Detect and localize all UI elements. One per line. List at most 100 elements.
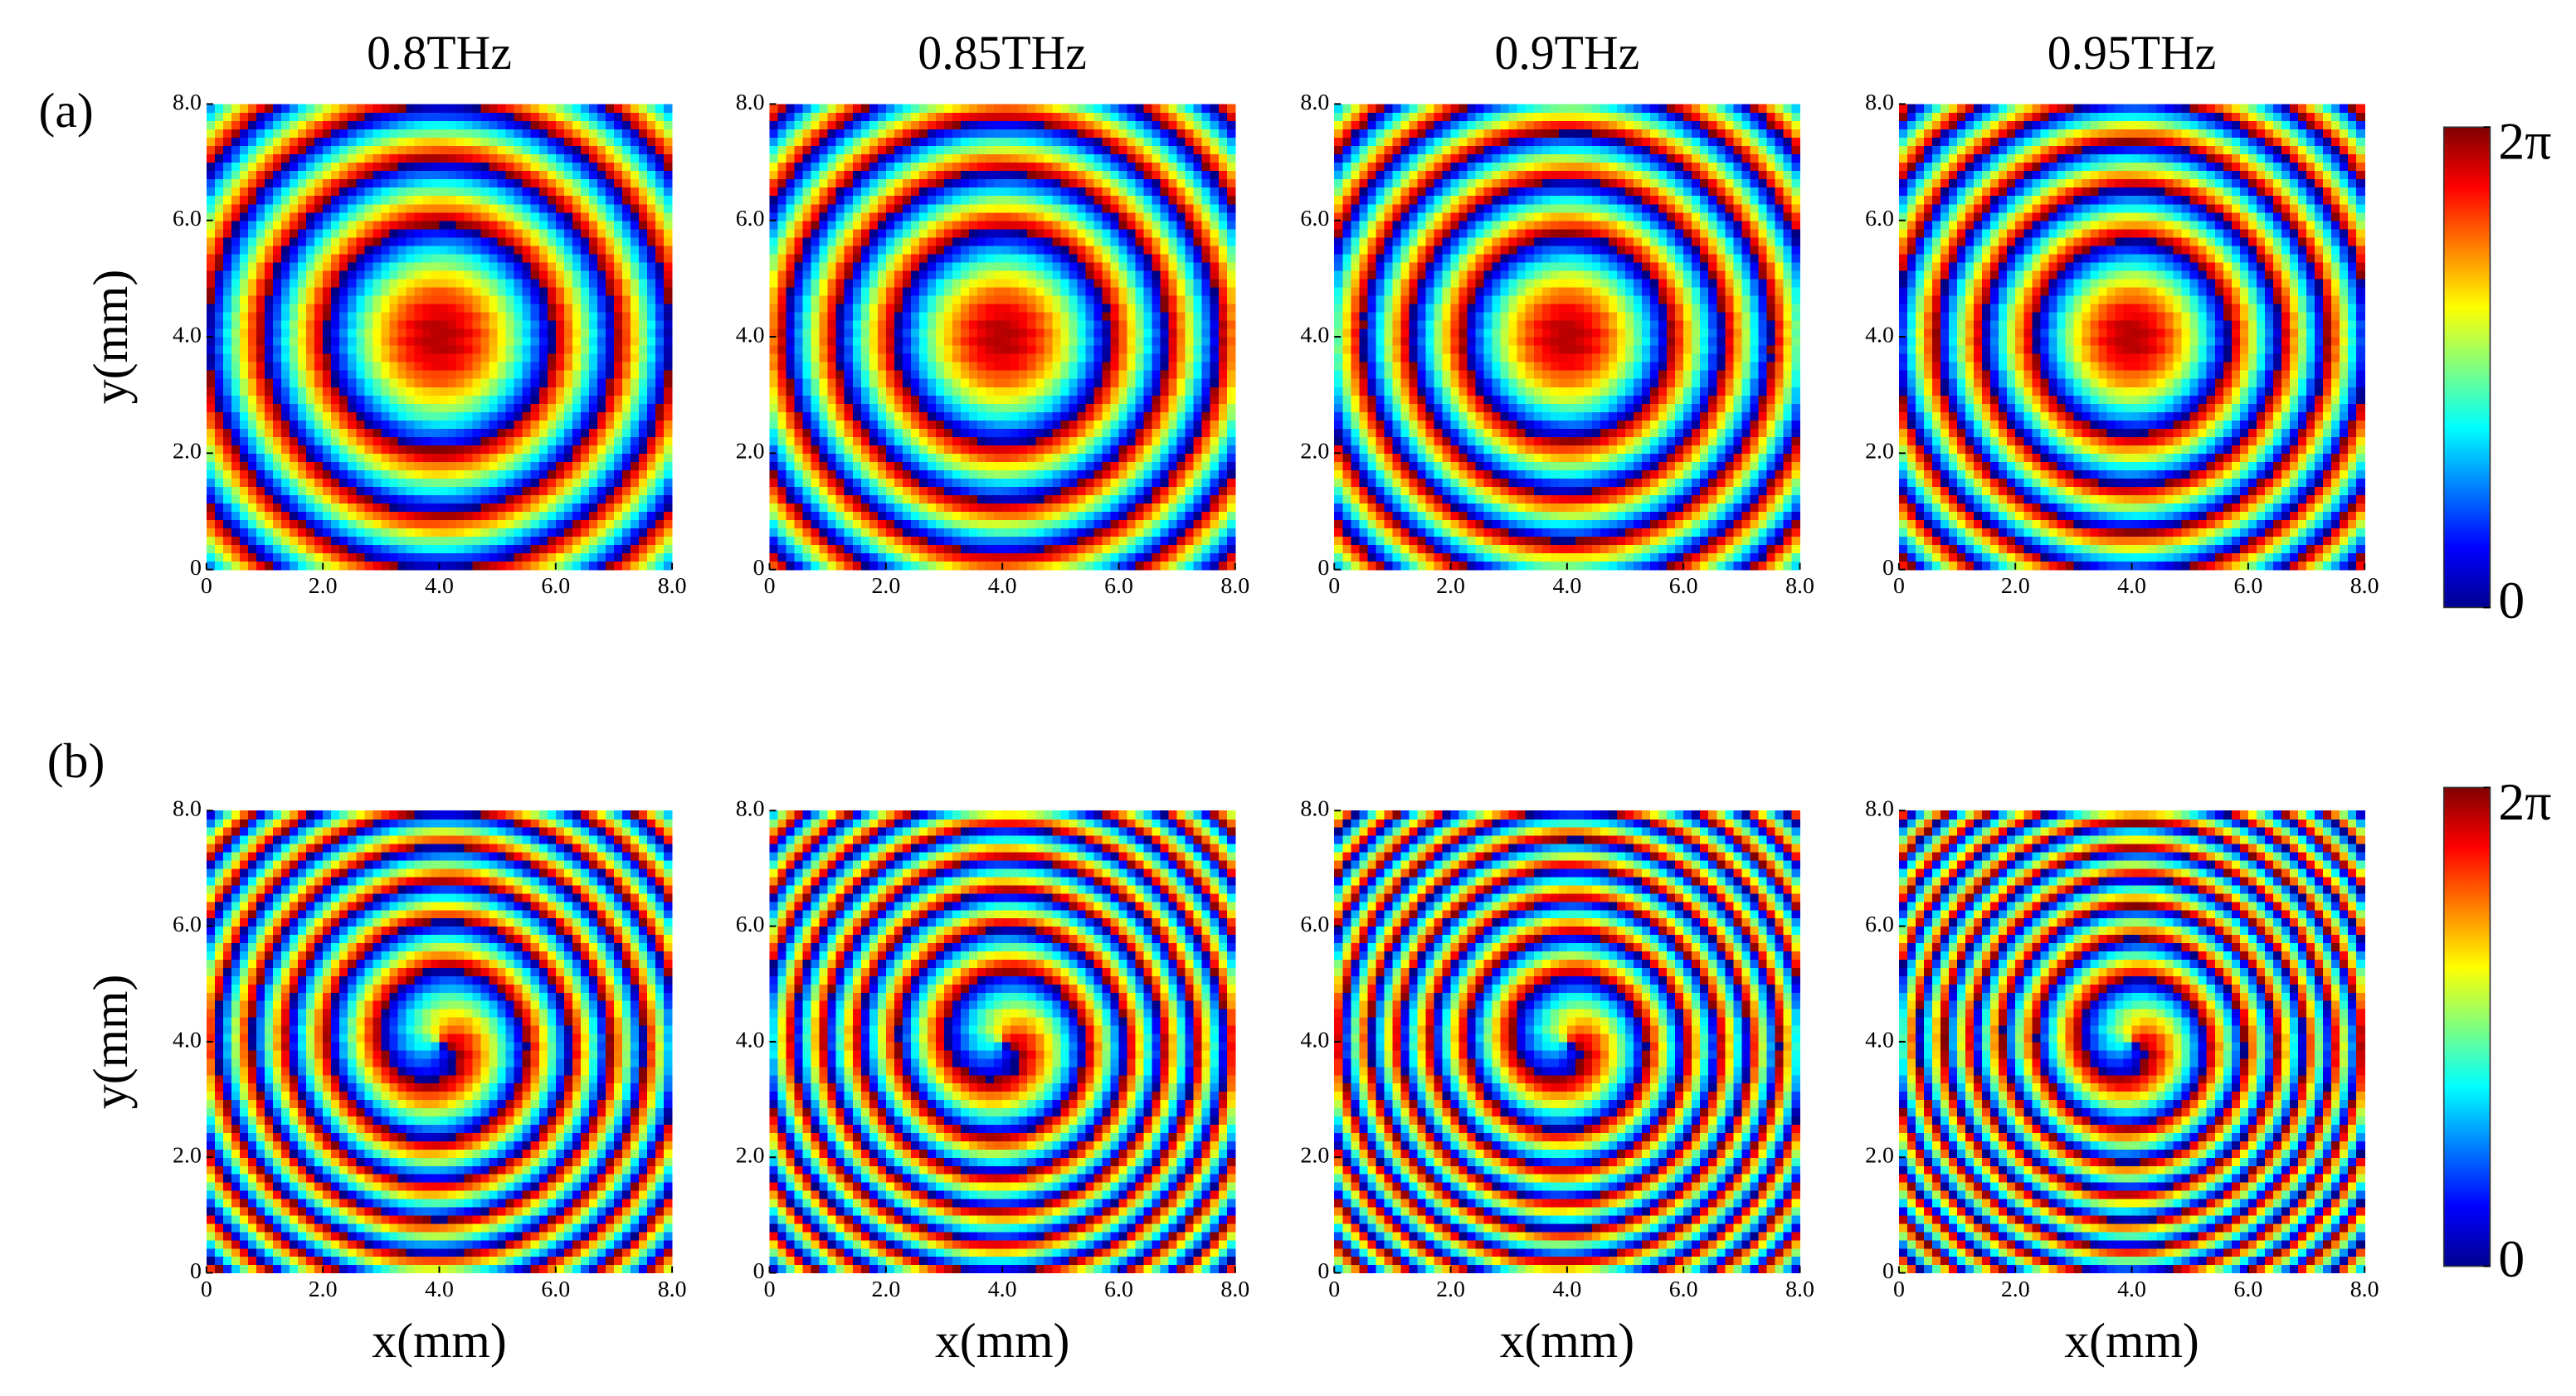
phase-cell [422,445,431,454]
phase-cell [339,179,348,188]
phase-cell [448,196,457,205]
phase-cell [381,362,390,371]
phase-cell [223,304,232,313]
phase-cell [397,120,407,129]
phase-cell [456,537,465,546]
phase-cell [240,387,249,396]
phase-cell [298,237,307,246]
phase-cell [314,469,324,479]
phase-cell [373,137,382,146]
phase-cell [348,171,357,180]
phase-cell [331,196,340,205]
phase-cell [306,453,315,462]
phase-cell [381,295,390,304]
phase-cell [456,320,465,329]
phase-cell [231,395,241,404]
phase-cell [439,212,448,221]
phase-cell [348,353,357,362]
phase-cell [473,528,482,537]
phase-cell [364,428,373,437]
phase-cell [223,362,232,371]
phase-cell [381,503,390,512]
phase-cell [356,436,365,445]
phase-cell [465,378,474,387]
phase-cell [406,212,415,221]
phase-cell [473,328,482,338]
phase-cell [323,163,332,172]
phase-cell [248,486,257,495]
phase-cell [248,229,257,238]
phase-cell [414,237,423,246]
phase-cell [265,353,274,362]
phase-cell [448,279,457,288]
phase-cell [481,345,490,354]
phase-cell [381,137,390,146]
phase-cell [207,362,216,371]
phase-cell [339,262,348,271]
phase-cell [422,262,431,271]
phase-cell [290,411,299,421]
phase-cell [281,411,290,421]
phase-cell [323,378,332,387]
phase-cell [473,403,482,412]
phase-cell [406,187,415,197]
phase-cell [256,212,265,221]
phase-cell [381,320,390,329]
phase-cell [207,494,216,503]
phase-cell [397,403,407,412]
phase-cell [339,478,348,487]
phase-cell [290,171,299,180]
phase-cell [348,395,357,404]
phase-cell [448,154,457,163]
phase-cell [489,395,499,404]
phase-cell [465,312,474,321]
phase-cell [465,229,474,238]
phase-cell [339,453,348,462]
phase-cell [273,287,282,296]
phase-cell [373,445,382,454]
phase-cell [298,279,307,288]
phase-cell [373,395,382,404]
phase-cell [256,403,265,412]
phase-cell [314,137,324,146]
phase-cell [331,562,340,571]
phase-cell [473,503,482,512]
phase-cell [339,212,348,221]
phase-cell [290,246,299,255]
phase-cell [314,420,324,429]
phase-cell [331,229,340,238]
phase-cell [265,553,274,562]
phase-cell [323,453,332,462]
phase-cell [489,254,499,263]
phase-cell [456,445,465,454]
phase-cell [406,221,415,230]
phase-cell [314,562,324,571]
phase-cell [481,237,490,246]
phase-cell [273,262,282,271]
phase-cell [481,196,490,205]
phase-cell [207,328,216,338]
phase-cell [481,553,490,562]
phase-cell [215,112,224,121]
phase-cell [298,154,307,163]
phase-cell [331,461,340,470]
phase-cell [439,461,448,470]
phase-cell [331,486,340,495]
phase-cell [273,154,282,163]
phase-cell [456,469,465,479]
phase-cell [348,112,357,121]
phase-cell [240,337,249,346]
phase-cell [489,353,499,362]
phase-cell [223,494,232,503]
phase-cell [481,328,490,338]
phase-cell [373,129,382,138]
phase-cell [339,387,348,396]
phase-cell [215,229,224,238]
phase-cell [298,545,307,554]
phase-cell [231,196,241,205]
phase-cell [306,137,315,146]
phase-cell [473,353,482,362]
phase-cell [422,378,431,387]
phase-cell [223,353,232,362]
phase-cell [240,511,249,520]
